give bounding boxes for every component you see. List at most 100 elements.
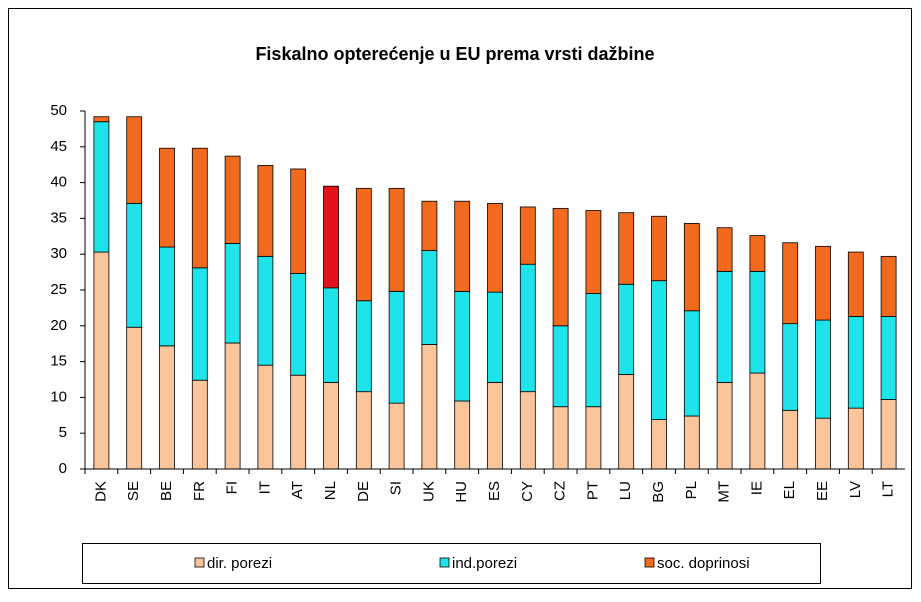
bar-segment: [421, 344, 438, 470]
y-tick-label: 15: [50, 353, 67, 370]
bar-segment: [683, 310, 700, 417]
bar-segment: [815, 319, 831, 419]
legend-swatch: [194, 557, 205, 568]
x-tick-label: EL: [781, 481, 798, 499]
bar-segment: [290, 168, 307, 274]
bar-segment: [93, 116, 110, 123]
bar-segment: [618, 374, 635, 470]
bar-segment: [290, 273, 307, 376]
x-tick-label: IT: [256, 481, 273, 494]
bar-segment: [519, 206, 536, 265]
bar-segment: [782, 242, 799, 325]
y-tick-label: 35: [50, 209, 67, 226]
x-tick-label: SE: [125, 481, 142, 501]
bar-segment: [191, 147, 208, 269]
x-tick-label: CY: [519, 481, 536, 502]
bar-segment: [847, 407, 864, 470]
x-tick-label: LT: [880, 481, 897, 497]
bar-segment: [585, 210, 602, 294]
bar-segment: [749, 270, 766, 374]
bar-segment: [552, 325, 569, 408]
bar-segment: [815, 417, 831, 470]
y-tick-label: 10: [50, 388, 67, 405]
x-tick-label: MT: [716, 481, 733, 503]
bar-segment: [224, 342, 241, 470]
bar-segment: [191, 267, 208, 381]
bar-segment: [159, 345, 175, 470]
bar-segment: [323, 381, 339, 470]
y-tick-label: 45: [50, 138, 67, 155]
bar-segment: [749, 235, 766, 272]
bar-segment: [257, 255, 274, 366]
bar-segment: [618, 283, 635, 375]
x-tick-label: UK: [420, 481, 437, 502]
bar-segment: [224, 155, 241, 244]
bar-segment: [355, 187, 372, 302]
bar-segment: [388, 291, 405, 404]
bar-segment: [683, 223, 700, 312]
bar-segment: [585, 406, 602, 470]
bar-segment: [880, 255, 897, 317]
bar-segment: [618, 212, 635, 285]
x-tick-label: LU: [617, 481, 634, 500]
bar-segment: [683, 415, 700, 470]
bar-segment: [782, 323, 799, 411]
bar-segment: [716, 381, 733, 470]
bar-segment: [847, 251, 864, 317]
bar-segment: [355, 391, 372, 470]
x-tick-label: ES: [486, 481, 503, 501]
bar-segment: [487, 381, 503, 470]
x-tick-label: NL: [322, 481, 339, 500]
legend-label: soc. doprinosi: [657, 555, 750, 572]
bar-segment: [880, 399, 897, 470]
bar-segment: [388, 187, 405, 292]
y-tick-label: 25: [50, 281, 67, 298]
x-tick-label: BG: [650, 481, 667, 503]
bar-segment: [454, 291, 471, 402]
bar-segment: [126, 202, 143, 328]
bar-segment: [847, 316, 864, 409]
bar-segment: [126, 116, 143, 204]
legend-swatch: [644, 557, 655, 568]
x-tick-label: CZ: [552, 481, 569, 501]
bar-segment: [159, 246, 175, 347]
bar-segment: [421, 200, 438, 252]
x-tick-label: PL: [683, 481, 700, 499]
bar-segment: [454, 200, 471, 292]
bar-segment: [323, 287, 339, 383]
bar-segment: [355, 300, 372, 393]
bar-segment: [159, 147, 175, 248]
x-tick-label: IE: [748, 481, 765, 495]
bar-segment: [93, 251, 110, 470]
x-tick-label: AT: [289, 481, 306, 499]
bar-segment: [487, 202, 503, 293]
x-tick-label: LV: [847, 481, 864, 498]
bar-segment: [815, 245, 831, 321]
y-tick-label: 50: [50, 102, 67, 119]
bar-segment: [651, 215, 667, 282]
x-tick-label: HU: [453, 481, 470, 503]
bar-segment: [585, 293, 602, 408]
x-tick-label: EE: [814, 481, 831, 501]
bar-segment: [552, 406, 569, 470]
bar-segment: [519, 391, 536, 470]
chart-title: Fiskalno opterećenje u EU prema vrsti da…: [255, 44, 654, 64]
legend-swatch: [439, 557, 450, 568]
bar-segment: [323, 185, 339, 289]
x-tick-label: SI: [388, 481, 405, 495]
bar-segment: [749, 372, 766, 470]
x-tick-label: BE: [158, 481, 175, 501]
bar-segment: [552, 207, 569, 327]
y-tick-label: 5: [59, 424, 67, 441]
bar-segment: [782, 409, 799, 470]
bar-segment: [651, 419, 667, 470]
bar-segment: [93, 121, 110, 253]
bar-segment: [880, 316, 897, 400]
bar-segment: [224, 243, 241, 344]
x-tick-label: FI: [224, 481, 241, 494]
x-tick-label: PT: [584, 481, 601, 500]
bar-segment: [290, 374, 307, 470]
bar-segment: [487, 291, 503, 383]
x-tick-label: DE: [355, 481, 372, 502]
